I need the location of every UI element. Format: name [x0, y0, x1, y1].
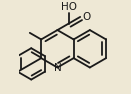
Text: O: O: [82, 12, 91, 22]
Text: N: N: [54, 63, 61, 72]
Text: HO: HO: [61, 2, 77, 12]
